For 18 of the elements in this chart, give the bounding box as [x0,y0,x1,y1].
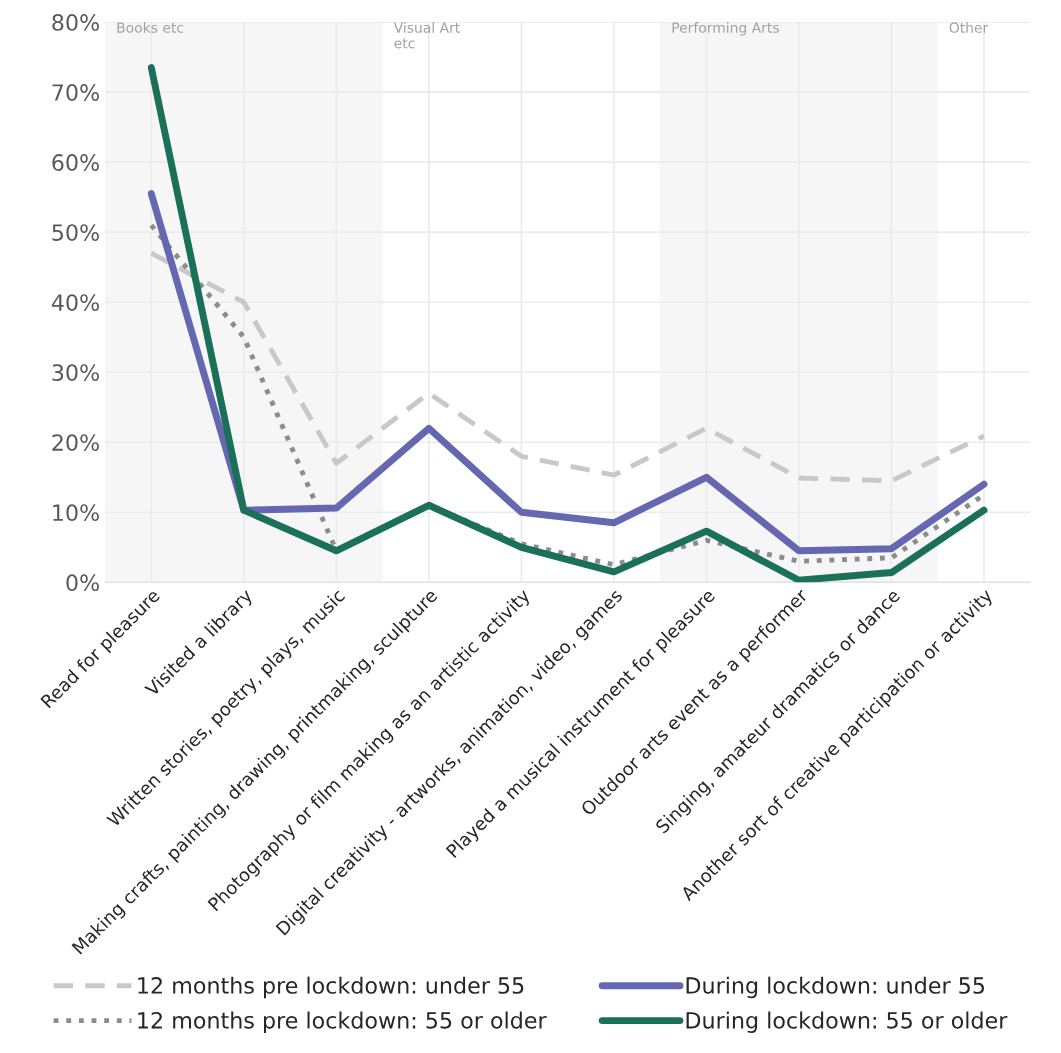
y-tick-label: 20% [52,434,99,452]
y-tick-label: 10% [53,504,99,522]
band-label: Books etc [117,22,184,33]
legend-label: 12 months pre lockdown: 55 or older [138,1011,547,1033]
legend-label: 12 months pre lockdown: under 55 [138,976,524,999]
y-tick-label: 0% [66,574,99,592]
legend-label: During lockdown: 55 or older [686,1011,1008,1033]
y-tick-label: 40% [51,294,99,311]
y-tick-label: 60% [52,154,99,171]
y-tick-label: 50% [52,224,99,241]
annotation: Other [949,22,989,33]
y-tick-label: 80% [52,14,99,31]
legend-label: During lockdown: under 55 [686,976,985,999]
annotation: Visual Art etc [393,22,460,49]
y-tick-label: 70% [52,84,99,101]
y-tick-label: 30% [52,364,99,381]
band-label: Performing Arts [672,22,779,36]
line-series [148,250,987,484]
